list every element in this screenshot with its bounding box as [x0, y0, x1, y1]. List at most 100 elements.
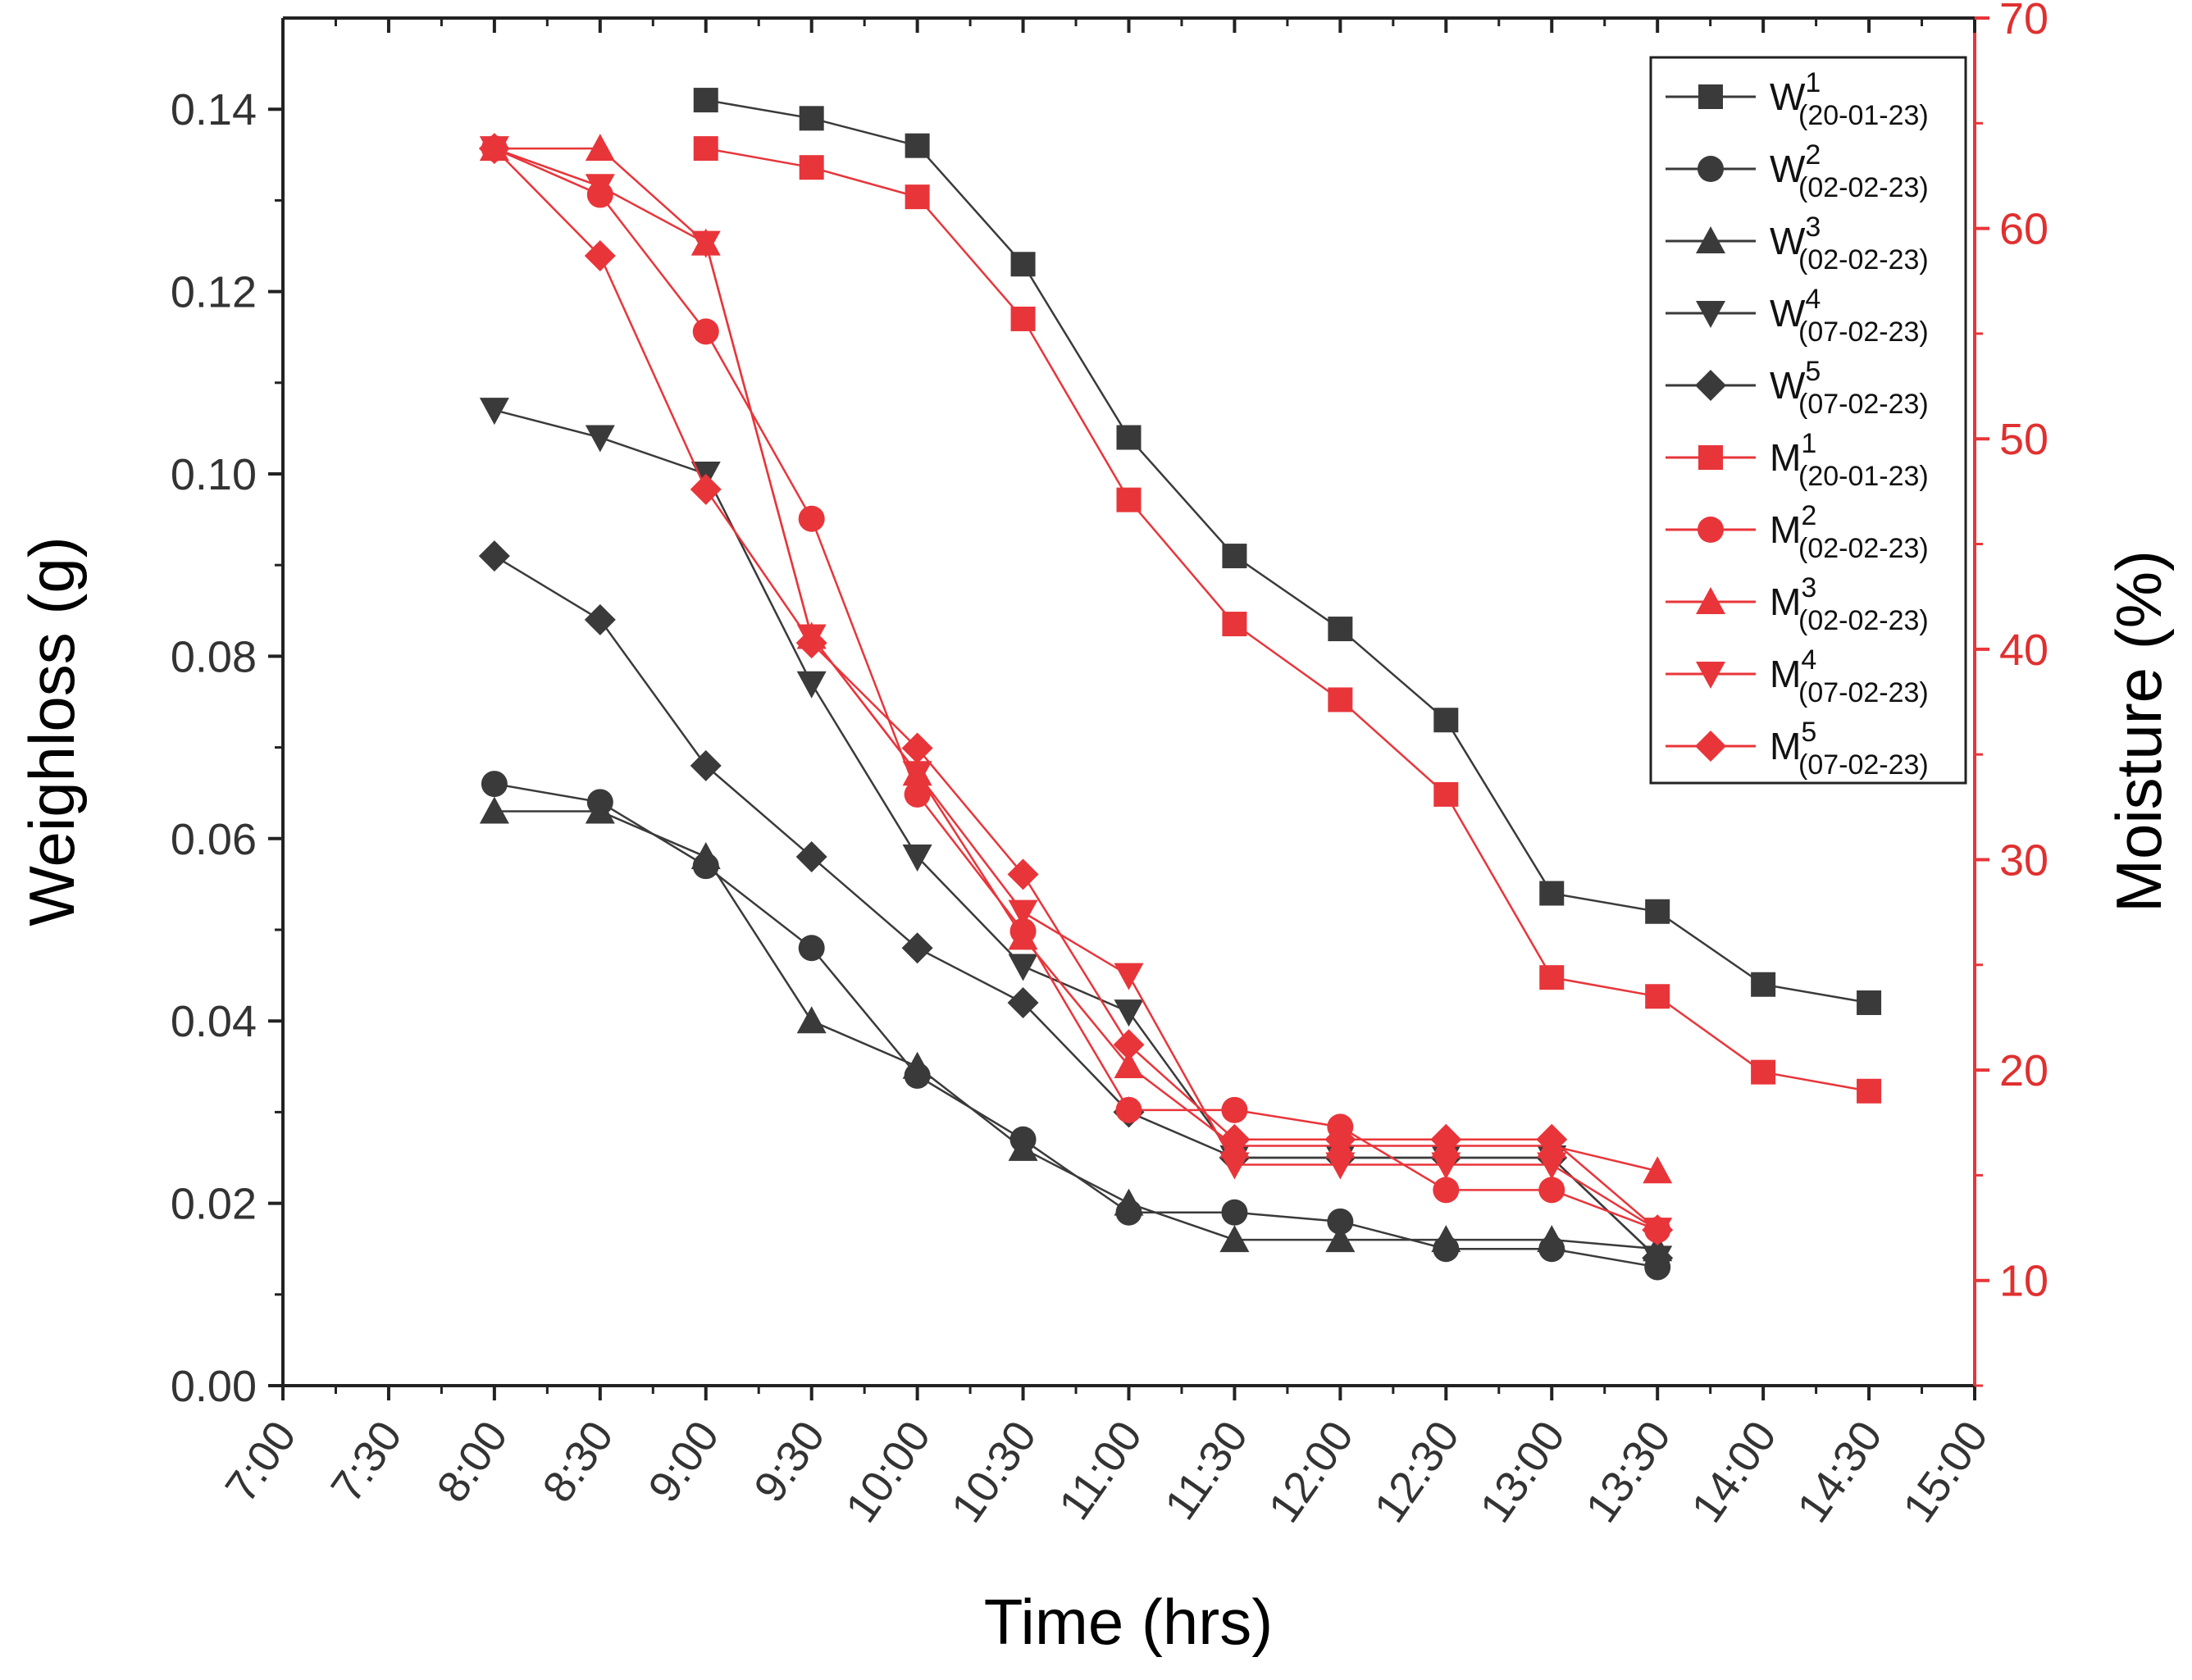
- data-point: [1645, 984, 1670, 1009]
- data-point: [1007, 986, 1039, 1018]
- data-point: [1008, 954, 1038, 981]
- data-point: [1114, 999, 1144, 1027]
- x-tick-label: 10:00: [836, 1412, 941, 1531]
- x-tick-label: 11:00: [1050, 1412, 1151, 1528]
- data-point: [478, 540, 510, 572]
- data-point: [1325, 1225, 1356, 1253]
- legend-marker: [1696, 587, 1725, 614]
- data-point: [1010, 306, 1036, 331]
- y-tick-label: 0.12: [171, 268, 257, 317]
- series-line: [494, 147, 1658, 1172]
- series-line: [494, 147, 1658, 1232]
- data-point: [1857, 990, 1882, 1015]
- data-point: [1431, 1225, 1461, 1253]
- data-point: [1537, 1225, 1567, 1253]
- series-line: [493, 148, 1659, 1232]
- series-W5: [478, 540, 1674, 1274]
- data-point: [1328, 687, 1353, 713]
- data-point: [1430, 1123, 1462, 1155]
- data-point: [904, 781, 931, 808]
- data-point: [1114, 1188, 1144, 1216]
- legend-marker: [1695, 731, 1726, 762]
- data-point: [1536, 1123, 1568, 1155]
- data-point: [584, 239, 616, 271]
- y2-axis-title: Moisture (%): [2103, 550, 2175, 913]
- data-point: [1010, 252, 1036, 277]
- data-point: [1221, 1199, 1248, 1226]
- legend-entry: M4 (07-02-23): [1666, 644, 1929, 708]
- data-point: [1116, 425, 1142, 450]
- data-point: [902, 845, 932, 872]
- data-point: [1219, 1225, 1250, 1253]
- series-W3: [479, 796, 1673, 1262]
- data-point: [1539, 881, 1565, 906]
- legend-label: W1 (20-01-23): [1770, 67, 1929, 131]
- y2-tick-label: 70: [1999, 0, 2048, 43]
- data-point: [905, 184, 930, 210]
- data-point: [1751, 972, 1776, 997]
- series-M1: [693, 136, 1882, 1104]
- data-point: [1114, 1050, 1144, 1078]
- legend-label: W3 (02-02-23): [1770, 212, 1929, 275]
- legend-label: M4 (07-02-23): [1770, 644, 1929, 708]
- y2-tick-label: 50: [1999, 415, 2048, 464]
- series-line: [494, 408, 1659, 1259]
- series-line: [705, 147, 1870, 1092]
- legend-entry: W4 (07-02-23): [1666, 284, 1929, 348]
- data-point: [1642, 1242, 1674, 1274]
- data-point: [1537, 1152, 1567, 1180]
- legend-marker: [1698, 84, 1723, 109]
- y-tick-label: 0.10: [171, 450, 257, 499]
- y2-tick-label: 30: [1999, 835, 2048, 885]
- data-point: [1008, 922, 1038, 950]
- data-point: [901, 732, 933, 764]
- series-W4: [479, 398, 1673, 1273]
- series-line: [494, 555, 1659, 1259]
- series-W2: [481, 771, 1671, 1281]
- data-point: [692, 318, 719, 345]
- legend-marker: [1698, 517, 1724, 543]
- data-point: [902, 761, 932, 789]
- legend-marker: [1696, 226, 1725, 253]
- y-tick-label: 0.06: [171, 815, 257, 864]
- data-point: [1433, 1177, 1460, 1204]
- series-M5: [478, 133, 1674, 1246]
- data-point: [1539, 965, 1565, 990]
- data-point: [584, 603, 616, 635]
- x-tick-label: 7:30: [321, 1412, 411, 1511]
- data-point: [693, 88, 718, 113]
- y2-tick-label: 60: [1999, 205, 2048, 254]
- data-point: [901, 932, 933, 964]
- series-M4: [479, 136, 1673, 1245]
- x-tick-label: 12:30: [1365, 1412, 1469, 1531]
- data-point: [479, 398, 509, 426]
- data-point: [693, 136, 718, 162]
- legend-marker: [1695, 370, 1726, 401]
- y-axis-title: Weighloss (g): [16, 536, 88, 926]
- y-tick-label: 0.02: [171, 1180, 257, 1229]
- data-point: [1008, 899, 1038, 927]
- data-point: [479, 796, 509, 824]
- y-tick-label: 0.00: [171, 1362, 257, 1411]
- data-point: [690, 842, 721, 870]
- data-point: [795, 627, 827, 659]
- data-point: [1538, 1177, 1565, 1204]
- series-line: [705, 98, 1870, 1004]
- y2-tick-label: 20: [1999, 1046, 2048, 1095]
- data-point: [1431, 1152, 1461, 1180]
- x-axis-title: Time (hrs): [984, 1586, 1273, 1658]
- x-tick-label: 15:00: [1894, 1412, 1998, 1531]
- data-point: [690, 473, 722, 505]
- data-point: [798, 505, 825, 532]
- x-tick-label: 13:00: [1470, 1412, 1575, 1531]
- data-point: [905, 133, 930, 158]
- legend-entry: W5 (07-02-23): [1666, 356, 1929, 420]
- x-tick-label: 8:00: [427, 1412, 517, 1511]
- data-point: [1222, 612, 1247, 637]
- series-M3: [479, 134, 1673, 1184]
- legend-label: W4 (07-02-23): [1770, 284, 1929, 348]
- x-tick-label: 9:00: [639, 1412, 728, 1511]
- data-point: [1113, 1029, 1145, 1061]
